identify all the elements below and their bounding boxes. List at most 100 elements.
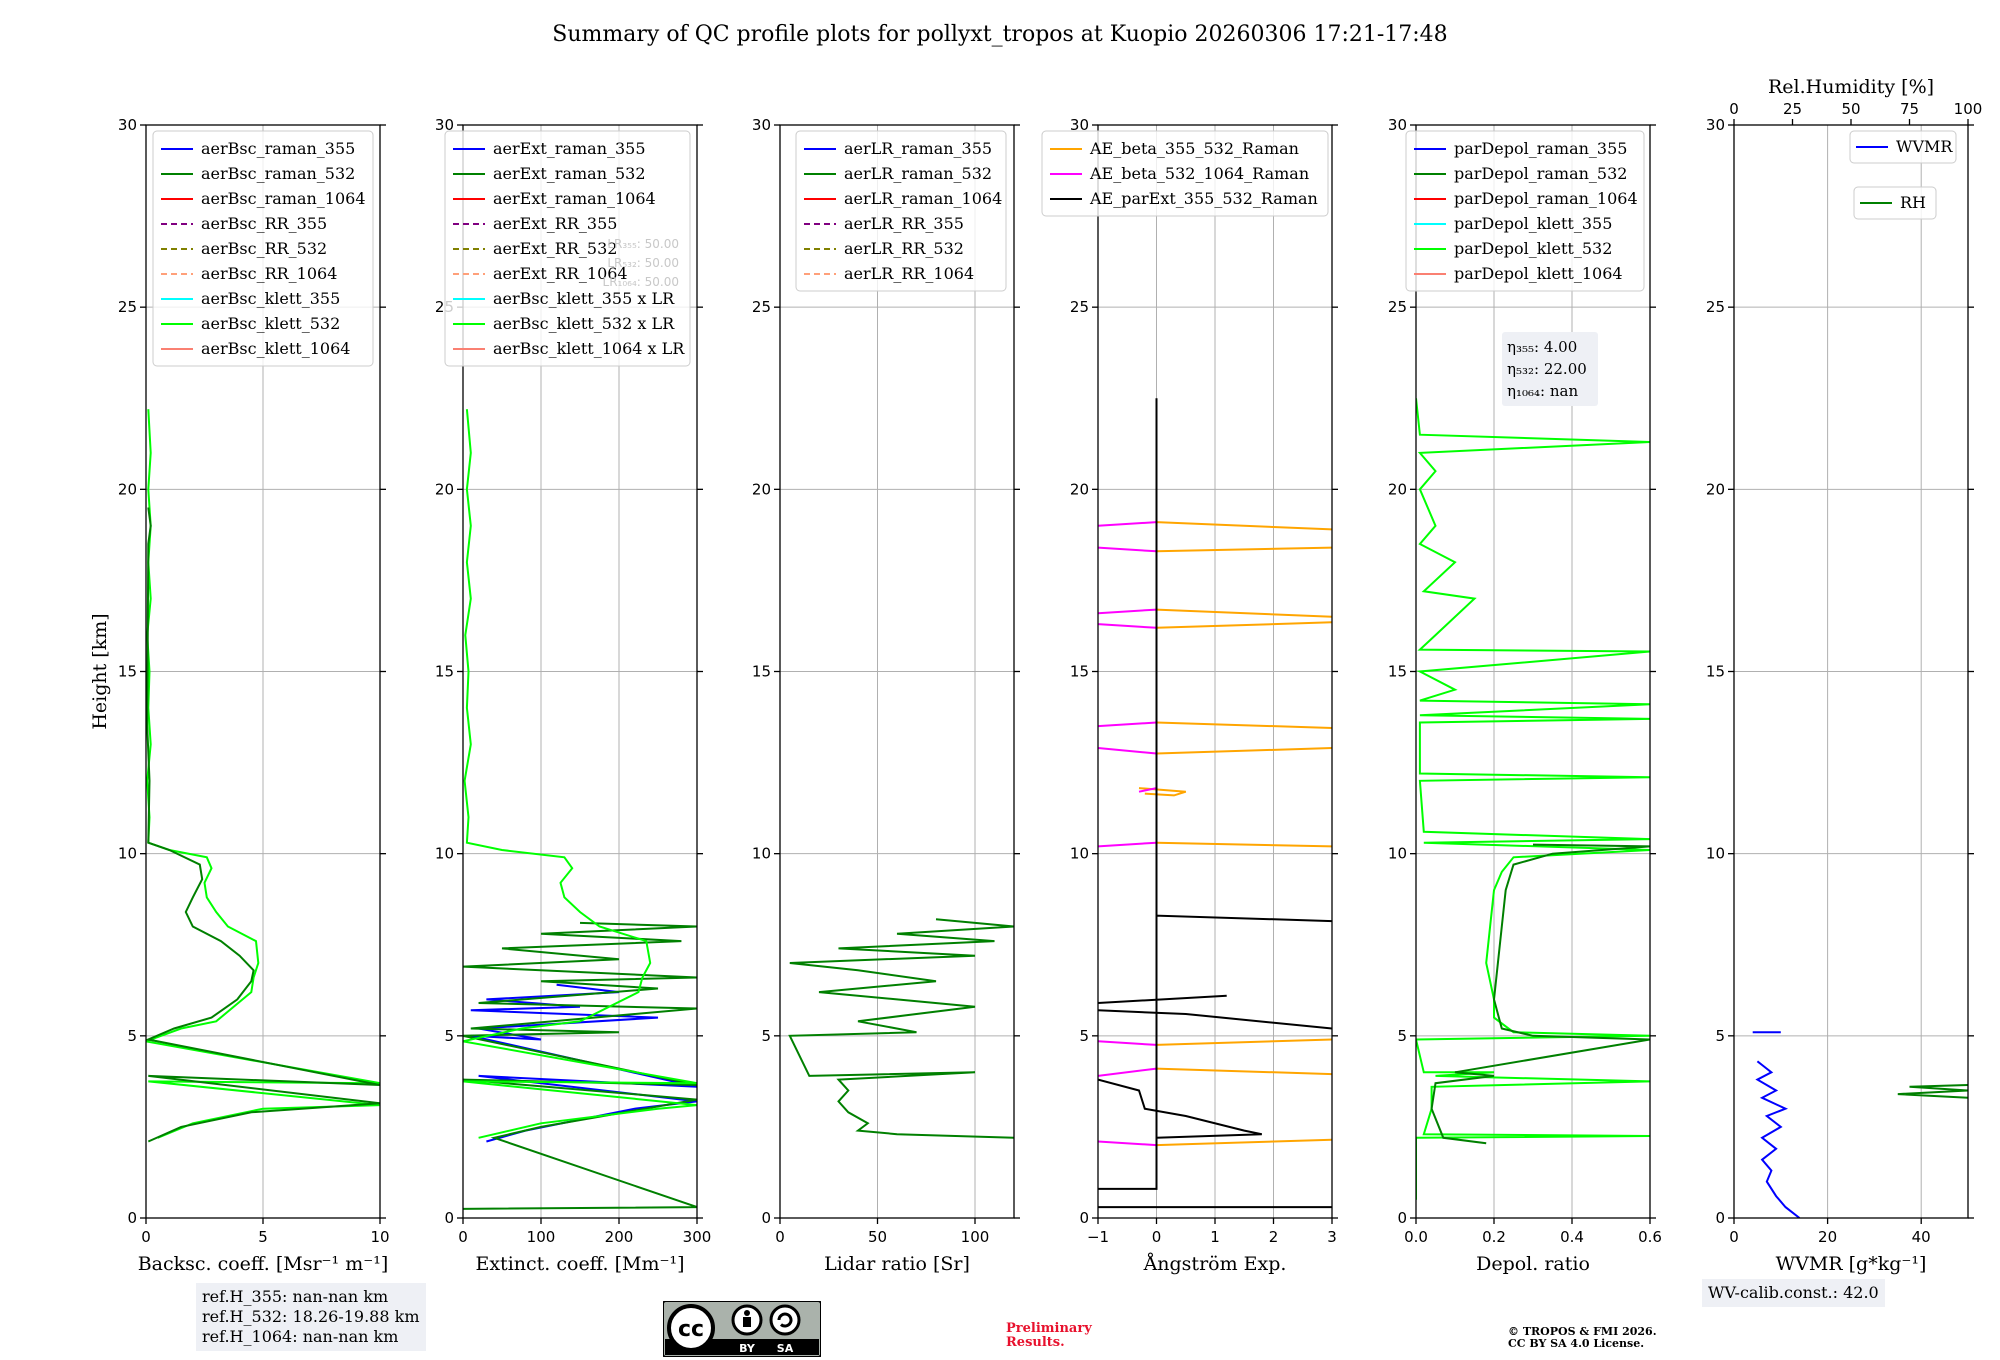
preliminary-line-2: Results. [1006,1335,1065,1350]
eta-box [1502,332,1598,406]
series-AE_beta_532_1064_Raman [1098,841,1157,848]
ytick-label: 5 [1715,1027,1725,1045]
legend-label: aerLR_raman_355 [844,139,992,158]
xtick-label: 0.0 [1404,1228,1428,1246]
legend-label: aerBsc_RR_355 [201,214,327,233]
lr-label: LR₃₅₅: 50.00 [607,237,679,251]
xtick-label: 0.2 [1482,1228,1506,1246]
preliminary-line-1: Preliminary [1006,1321,1092,1336]
legend-label: AE_parExt_355_532_Raman [1089,189,1318,208]
xtick-label: 0 [1729,1228,1739,1246]
ytick-label: 25 [1070,298,1089,316]
x-axis-label: Lidar ratio [Sr] [824,1253,970,1275]
xtick-label: 0 [1152,1228,1162,1246]
lr-label: LR₅₃₂: 50.00 [607,256,679,270]
ytick-label: 20 [118,480,137,498]
xtick-label: 1 [1210,1228,1220,1246]
legend-label: aerLR_RR_1064 [844,264,974,283]
legend-label: AE_beta_355_532_Raman [1089,139,1299,158]
legend-label: RH [1900,193,1926,212]
legend-label: aerBsc_raman_355 [201,139,355,158]
legend-label: aerBsc_klett_1064 x LR [493,339,685,358]
wv-calibration-constant: WV-calib.const.: 42.0 [1708,1283,1879,1302]
ytick-label: 25 [118,298,137,316]
panel-bsc: 0 5 10 15 20 25 30 0 5 10 Backsc. coeff. [Msr⁻¹ m⁻… [118,116,390,1275]
x2tick-label: 25 [1783,100,1802,118]
copyright-notice: © TROPOS & FMI 2026. CC BY SA 4.0 Licens… [1508,1326,1657,1350]
series-aerExt_raman_532 [463,921,697,1210]
series-AE_beta_532_1064_Raman [1098,521,1157,527]
series-parDepol_raman_532 [1430,843,1650,1145]
xtick-label: 100 [527,1228,556,1246]
series-WVMR [1755,1060,1801,1218]
ytick-label: 10 [435,845,454,863]
cc-by-label: BY [739,1342,756,1355]
legend-label: parDepol_raman_1064 [1454,189,1638,208]
xtick-label: 0.6 [1638,1228,1662,1246]
x2tick-label: 50 [1841,100,1860,118]
legend-box [152,130,374,367]
xtick-label: 50 [868,1228,887,1246]
series-AE_beta_355_532_Raman [1156,608,1332,618]
ytick-label: 5 [1397,1027,1407,1045]
eta-label: η₅₃₂: 22.00 [1507,360,1587,378]
x2-axis-label: Rel.Humidity [%] [1768,76,1934,98]
x-axis-label: Ångström Exp. [1143,1253,1287,1275]
series-AE_parExt_355_532_Raman [1098,914,1332,1190]
legend-label: aerExt_RR_1064 [493,264,628,283]
legend-label: aerBsc_klett_532 x LR [493,314,675,333]
ytick-label: 0 [1715,1209,1725,1227]
copyright-line-1: © TROPOS & FMI 2026. [1508,1325,1657,1338]
sa-share-icon [769,1304,801,1336]
legend-box [1853,186,1937,220]
legend-label: aerExt_raman_355 [493,139,646,158]
panel-depol: 0 5 10 15 20 25 30 0.0 0.2 0.4 0.6 Depol. ratio parD… [1388,116,1662,1275]
legend-label: aerExt_raman_532 [493,164,646,183]
xtick-label: 20 [1818,1228,1837,1246]
ytick-label: 5 [444,1027,454,1045]
figure-title: Summary of QC profile plots for pollyxt_… [552,22,1448,47]
ytick-label: 15 [118,663,137,681]
legend-label: parDepol_klett_355 [1454,214,1612,233]
ref-height-532: ref.H_532: 18.26-19.88 km [202,1307,420,1326]
legend-label: aerBsc_RR_1064 [201,264,337,283]
xtick-label: −1 [1087,1228,1109,1246]
series-RH [1897,1084,1968,1099]
series-AE_beta_355_532_Raman [1156,621,1332,629]
legend-label: aerBsc_raman_532 [201,164,355,183]
ytick-label: 20 [1388,480,1407,498]
cc-logo-icon [667,1304,715,1352]
xtick-label: 5 [258,1228,268,1246]
ytick-label: 30 [435,116,454,134]
ytick-label: 20 [752,480,771,498]
xtick-label: 200 [605,1228,634,1246]
legend-label: parDepol_raman_532 [1454,164,1627,183]
ytick-label: 15 [1070,663,1089,681]
x2tick-label: 75 [1900,100,1919,118]
ref-height-355: ref.H_355: nan-nan km [202,1287,389,1306]
legend-label: aerExt_RR_532 [493,239,617,258]
legend-label: AE_beta_532_1064_Raman [1089,164,1309,183]
legend-label: aerLR_RR_532 [844,239,964,258]
legend-box [1849,130,1957,164]
series-AE_beta_355_532_Raman [1138,787,1187,797]
ytick-label: 10 [1388,845,1407,863]
ytick-label: 10 [752,845,771,863]
ytick-label: 20 [1070,480,1089,498]
series-parDepol_klett_532 [1416,398,1650,1200]
ytick-label: 10 [118,845,137,863]
legend-label: aerExt_raman_1064 [493,189,656,208]
x-axis-label: Backsc. coeff. [Msr⁻¹ m⁻¹] [138,1253,389,1275]
legend-label: aerBsc_RR_532 [201,239,327,258]
x-axis-label: Extinct. coeff. [Mm⁻¹] [475,1253,684,1275]
ytick-label: 0 [1397,1209,1407,1227]
ytick-label: 30 [1706,116,1725,134]
ytick-label: 30 [118,116,137,134]
legend-label: aerBsc_klett_355 x LR [493,289,675,308]
legend-label: parDepol_klett_1064 [1454,264,1623,283]
x2tick-label: 100 [1954,100,1983,118]
series-AE_beta_532_1064_Raman [1098,721,1157,728]
series-AE_beta_532_1064_Raman [1138,787,1157,793]
